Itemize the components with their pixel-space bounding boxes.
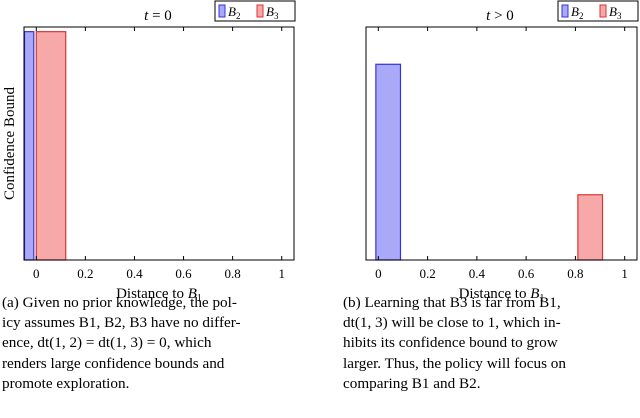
x-tick-label: 0.2 <box>419 266 435 281</box>
caption-b-line: (b) Learning that B3 is far from B1, <box>343 294 561 311</box>
x-tick-label: 0 <box>375 266 382 281</box>
plot-frame <box>365 26 638 261</box>
bar-b3 <box>35 31 67 261</box>
x-tick-label: 0.8 <box>225 266 241 281</box>
caption-a-line: renders large confidence bounds and <box>2 354 225 372</box>
plot-frame <box>23 26 295 261</box>
legend-swatch-b2 <box>561 4 569 18</box>
x-tick-label: 0.8 <box>567 266 583 281</box>
x-axis-label: Distance to B1 <box>459 286 545 304</box>
legend-label-b3: B3 <box>266 4 279 21</box>
chart-title: t = 0 <box>144 8 172 24</box>
x-tick-label: 0.6 <box>175 266 192 281</box>
caption-a-line: promote exploration. <box>2 374 130 392</box>
bar-b3 <box>577 194 604 261</box>
legend-label-b3: B3 <box>609 4 622 21</box>
bar-b2 <box>23 31 35 261</box>
legend-swatch-b2 <box>218 4 226 18</box>
y-axis-label: Confidence Bound <box>2 87 18 200</box>
x-axis-label: Distance to B1 <box>116 286 202 304</box>
legend-swatch-b3 <box>599 4 607 18</box>
legend-swatch-b3 <box>256 4 264 18</box>
caption-b-line: comparing B1 and B2. <box>343 374 481 392</box>
chart-title: t > 0 <box>486 8 514 24</box>
x-tick-label: 0.4 <box>126 266 143 281</box>
bar-b2 <box>375 63 402 261</box>
x-tick-label: 1 <box>621 266 628 281</box>
legend-box <box>214 0 296 22</box>
x-tick-label: 1 <box>278 266 285 281</box>
x-tick-label: 0.6 <box>518 266 535 281</box>
caption-a-line: (a) Given no prior knowledge, the pol- <box>2 294 237 311</box>
x-tick-label: 0.2 <box>77 266 93 281</box>
caption-b: (b) Learning that B3 is far from B1, dt(… <box>343 293 639 394</box>
x-tick-label: 0.4 <box>469 266 486 281</box>
caption-b-line: dt(1, 3) will be close to 1, which in- <box>343 314 561 332</box>
legend-box <box>557 0 639 22</box>
caption-a: (a) Given no prior knowledge, the pol- i… <box>2 293 298 394</box>
legend-label-b2: B2 <box>571 4 583 21</box>
caption-b-line: larger. Thus, the policy will focus on <box>343 354 566 372</box>
legend-label-b2: B2 <box>228 4 240 21</box>
caption-a-line: icy assumes B1, B2, B3 have no differ- <box>2 314 241 332</box>
caption-a-line: ence, dt(1, 2) = dt(1, 3) = 0, which <box>2 334 212 352</box>
x-tick-label: 0 <box>33 266 40 281</box>
caption-b-line: hibits its confidence bound to grow <box>343 334 558 352</box>
